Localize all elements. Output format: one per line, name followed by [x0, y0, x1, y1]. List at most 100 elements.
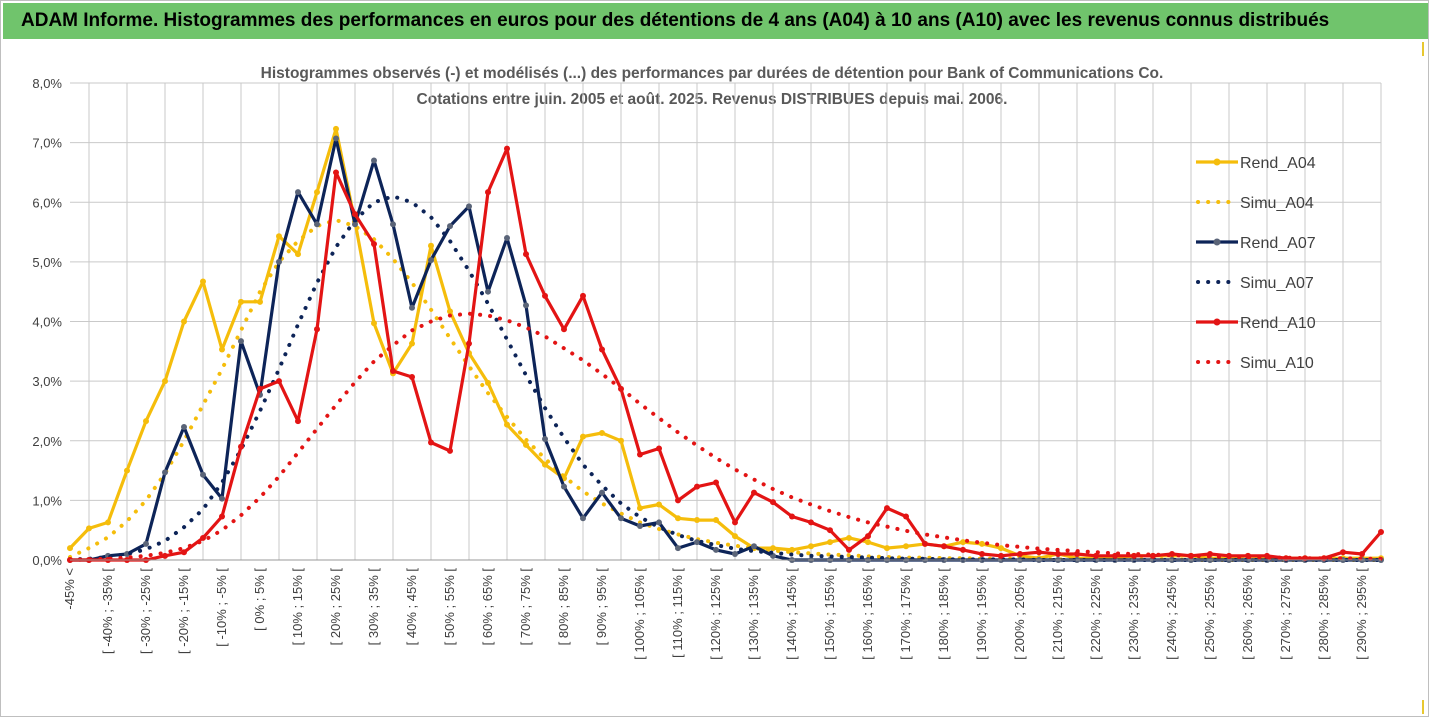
- y-tick-label: 7,0%: [32, 136, 62, 151]
- data-point-rend-a07: [694, 539, 700, 546]
- data-point-rend-a10: [181, 549, 187, 556]
- x-tick-label: [ 120% ; 125% [: [708, 568, 723, 660]
- series-line-rend-a10: [70, 147, 1383, 562]
- chart-subtitle: Cotations entre juin. 2005 et août. 2025…: [417, 91, 1008, 108]
- data-point-rend-a10: [447, 447, 453, 454]
- data-point-rend-a10: [200, 534, 206, 541]
- data-point-rend-a04: [181, 318, 187, 325]
- x-tick-label: [ 40% ; 45% [: [404, 568, 419, 646]
- data-point-rend-a07: [561, 483, 567, 490]
- legend-label-simu-a07: Simu_A07: [1240, 275, 1314, 292]
- x-tick-label: [ 240% ; 245% [: [1164, 568, 1179, 660]
- data-point-rend-a04: [409, 340, 415, 347]
- y-tick-label: 0,0%: [32, 553, 62, 568]
- data-point-rend-a07: [352, 221, 358, 228]
- data-point-rend-a10: [485, 189, 491, 196]
- x-tick-label: [ -10% ; -5% [: [214, 568, 229, 647]
- data-point-rend-a10: [523, 251, 529, 258]
- data-point-rend-a04: [903, 543, 909, 550]
- x-tick-label: [ 30% ; 35% [: [366, 568, 381, 646]
- x-tick-label: [ 90% ; 95% [: [594, 568, 609, 646]
- data-point-rend-a10: [865, 533, 871, 540]
- data-point-rend-a04: [770, 545, 776, 552]
- data-point-rend-a10: [219, 513, 225, 520]
- header-bar: ADAM Informe. Histogrammes des performan…: [3, 3, 1428, 39]
- data-point-rend-a04: [428, 242, 434, 249]
- data-point-rend-a04: [808, 543, 814, 550]
- data-point-rend-a10: [751, 489, 757, 496]
- x-tick-label: [ 0% ; 5% [: [252, 568, 267, 631]
- data-point-rend-a04: [865, 539, 871, 546]
- data-point-rend-a07: [333, 135, 339, 142]
- x-tick-label: [ -40% ; -35% [: [100, 568, 115, 654]
- x-tick-label: [ -20% ; -15% [: [176, 568, 191, 654]
- data-point-rend-a07: [580, 515, 586, 522]
- data-point-rend-a07: [751, 543, 757, 550]
- x-tick-label: [ 20% ; 25% [: [328, 568, 343, 646]
- data-point-rend-a04: [162, 378, 168, 385]
- x-tick-label: [ 200% ; 205% [: [1012, 568, 1027, 660]
- data-point-rend-a04: [732, 533, 738, 540]
- data-point-rend-a07: [656, 519, 662, 526]
- data-point-rend-a10: [808, 519, 814, 526]
- legend-label-rend-a07: Rend_A07: [1240, 235, 1316, 252]
- data-point-rend-a04: [200, 278, 206, 285]
- data-point-rend-a10: [276, 378, 282, 385]
- data-point-rend-a04: [846, 534, 852, 541]
- data-point-rend-a07: [238, 338, 244, 345]
- data-point-rend-a04: [827, 539, 833, 546]
- x-tick-label: [ 250% ; 255% [: [1202, 568, 1217, 660]
- x-tick-label: [ 110% ; 115% [: [670, 568, 685, 658]
- x-tick-label: [ 100% ; 105% [: [632, 568, 647, 660]
- data-point-rend-a10: [979, 551, 985, 558]
- data-point-rend-a10: [713, 479, 719, 486]
- data-point-rend-a04: [314, 189, 320, 196]
- data-point-rend-a07: [637, 523, 643, 530]
- x-tick-label: [ 280% ; 285% [: [1316, 568, 1331, 660]
- data-point-rend-a04: [276, 233, 282, 240]
- data-point-rend-a04: [124, 467, 130, 474]
- data-point-rend-a10: [1017, 551, 1023, 558]
- data-point-rend-a10: [561, 326, 567, 333]
- data-point-rend-a10: [1359, 551, 1365, 558]
- data-point-rend-a10: [941, 543, 947, 550]
- data-point-rend-a04: [637, 505, 643, 512]
- data-point-rend-a10: [428, 439, 434, 446]
- data-point-rend-a07: [523, 302, 529, 309]
- x-tick-label: [ 130% ; 135% [: [746, 568, 761, 660]
- data-point-rend-a07: [390, 221, 396, 228]
- x-tick-label: [ 290% ; 295% [: [1354, 568, 1369, 660]
- data-point-rend-a10: [732, 519, 738, 526]
- data-point-rend-a10: [656, 445, 662, 452]
- series-line-rend-a07: [70, 136, 1381, 562]
- data-point-rend-a04: [580, 433, 586, 440]
- x-tick-label: -45% <: [62, 568, 77, 610]
- x-tick-label: [ -30% ; -25% [: [138, 568, 153, 654]
- data-point-rend-a10: [352, 211, 358, 218]
- series-line-simu-a10: [68, 311, 1383, 562]
- data-point-rend-a10: [827, 527, 833, 534]
- data-point-rend-a07: [466, 203, 472, 210]
- x-tick-label: [ 170% ; 175% [: [898, 568, 913, 660]
- x-tick-label: [ 230% ; 235% [: [1126, 568, 1141, 660]
- data-point-rend-a07: [618, 515, 624, 522]
- chart-title: Histogrammes observés (-) et modélisés (…: [261, 65, 1164, 82]
- data-point-rend-a04: [656, 501, 662, 508]
- data-point-rend-a07: [428, 257, 434, 264]
- legend-label-rend-a04: Rend_A04: [1240, 155, 1316, 172]
- data-point-rend-a10: [770, 499, 776, 506]
- data-point-rend-a04: [599, 429, 605, 436]
- data-point-rend-a04: [504, 421, 510, 428]
- data-point-rend-a07: [295, 189, 301, 196]
- legend-marker-rend-a07: [1213, 238, 1221, 246]
- data-point-rend-a07: [200, 471, 206, 478]
- data-point-rend-a10: [599, 346, 605, 353]
- data-point-rend-a04: [105, 519, 111, 526]
- x-tick-label: [ 150% ; 155% [: [822, 568, 837, 660]
- data-point-rend-a04: [789, 546, 795, 553]
- legend-marker-rend-a04: [1213, 158, 1221, 166]
- data-point-rend-a04: [143, 418, 149, 425]
- data-point-rend-a10: [903, 513, 909, 520]
- data-point-rend-a07: [713, 546, 719, 553]
